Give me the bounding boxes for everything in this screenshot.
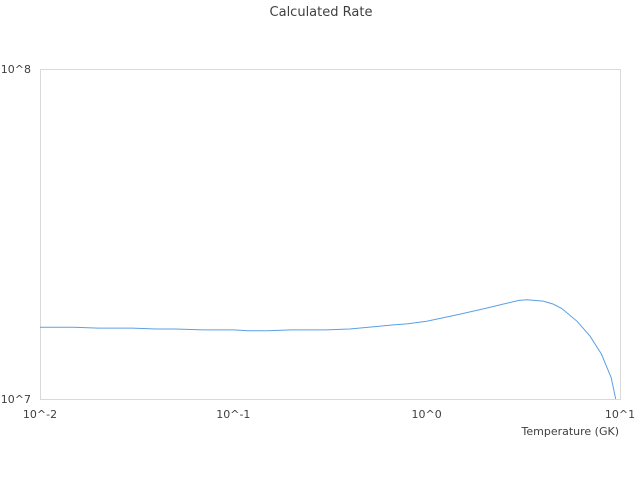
series-layer — [40, 299, 617, 400]
x-tick-label: 10^0 — [412, 408, 442, 421]
x-tick-label: 10^1 — [605, 408, 635, 421]
x-tick-label: 10^-1 — [216, 408, 250, 421]
x-tick-label: 10^-2 — [23, 408, 57, 421]
series-line — [40, 299, 617, 400]
x-tick-labels: 10^-2 10^-1 10^0 10^1 — [23, 408, 635, 421]
y-tick-label: 10^7 — [1, 393, 31, 406]
plot-area — [40, 69, 621, 400]
chart-title: Calculated Rate — [270, 5, 373, 20]
x-axis-label: Temperature (GK) — [521, 425, 620, 438]
y-tick-label: 10^8 — [1, 63, 31, 76]
y-tick-labels: 10^7 10^8 — [1, 63, 31, 406]
